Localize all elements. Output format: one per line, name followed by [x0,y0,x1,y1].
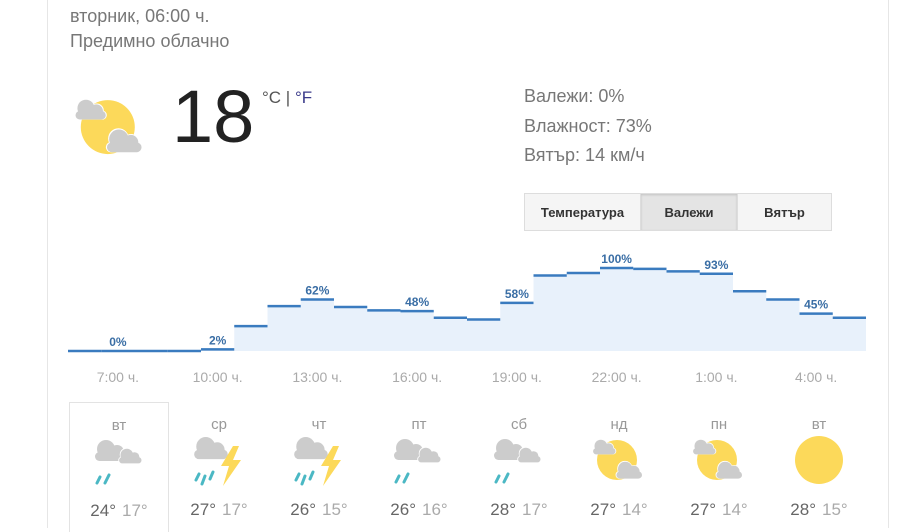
partly-cloudy-icon [70,92,154,173]
tab-precipitation[interactable]: Валежи [641,194,738,230]
day-name: чт [311,416,327,433]
day-temps: 26° 15° [269,500,369,520]
day-name: вт [111,417,127,434]
day-name: пт [411,416,427,433]
day-temps: 27° 14° [569,500,669,520]
low-temp: 17° [522,500,548,519]
forecast-day[interactable]: пт 26° 16° [369,402,469,532]
high-temp: 27° [590,500,616,519]
day-temps: 27° 14° [669,500,769,520]
forecast-day[interactable]: вт 24° 17° [69,402,169,532]
tab-wind[interactable]: Вятър [738,194,831,230]
partly-cloudy-icon [589,434,651,495]
thunderstorm-icon [289,434,351,495]
low-temp: 16° [422,500,448,519]
low-temp: 17° [122,501,148,520]
day-temps: 28° 15° [769,500,869,520]
fahrenheit-unit[interactable]: °F [294,88,313,107]
high-temp: 28° [490,500,516,519]
forecast-day[interactable]: нд 27° 14° [569,402,669,532]
day-name: сб [510,416,528,433]
day-name: вт [811,416,827,433]
unit-switch: °C | °F [262,88,312,108]
current-temperature: 18 [172,75,255,158]
partly-cloudy-icon [689,434,751,495]
forecast-day[interactable]: сб 28° 17° [469,402,569,532]
weather-card [47,0,889,528]
day-temps: 24° 17° [70,501,168,521]
high-temp: 27° [190,500,216,519]
high-temp: 27° [690,500,716,519]
low-temp: 15° [822,500,848,519]
forecast-day[interactable]: ср 27° 17° [169,402,269,532]
forecast-day[interactable]: пн 27° 14° [669,402,769,532]
current-datetime: вторник, 06:00 ч. [70,6,210,26]
high-temp: 26° [390,500,416,519]
wind-stat: Вятър: 14 км/ч [524,145,645,165]
day-temps: 27° 17° [169,500,269,520]
rain-icon [489,434,551,495]
chart-tabs: Температура Валежи Вятър [524,193,832,231]
day-temps: 28° 17° [469,500,569,520]
rain-icon [90,435,152,496]
day-name: ср [211,416,227,433]
humidity-stat: Влажност: 73% [524,116,652,136]
day-name: нд [610,416,628,433]
rain-icon [389,434,451,495]
current-condition: Предимно облачно [70,31,230,51]
low-temp: 17° [222,500,248,519]
forecast-day[interactable]: вт 28° 15° [769,402,869,532]
tab-temperature[interactable]: Температура [525,194,641,230]
thunderstorm-icon [189,434,251,495]
day-temps: 26° 16° [369,500,469,520]
low-temp: 15° [322,500,348,519]
high-temp: 26° [290,500,316,519]
low-temp: 14° [622,500,648,519]
high-temp: 24° [90,501,116,520]
day-name: пн [710,416,728,433]
unit-separator: | [281,88,295,107]
high-temp: 28° [790,500,816,519]
celsius-unit[interactable]: °C [262,88,282,107]
forecast-day[interactable]: чт 26° 15° [269,402,369,532]
low-temp: 14° [722,500,748,519]
sunny-icon [789,434,851,495]
precipitation-stat: Валежи: 0% [524,86,625,106]
